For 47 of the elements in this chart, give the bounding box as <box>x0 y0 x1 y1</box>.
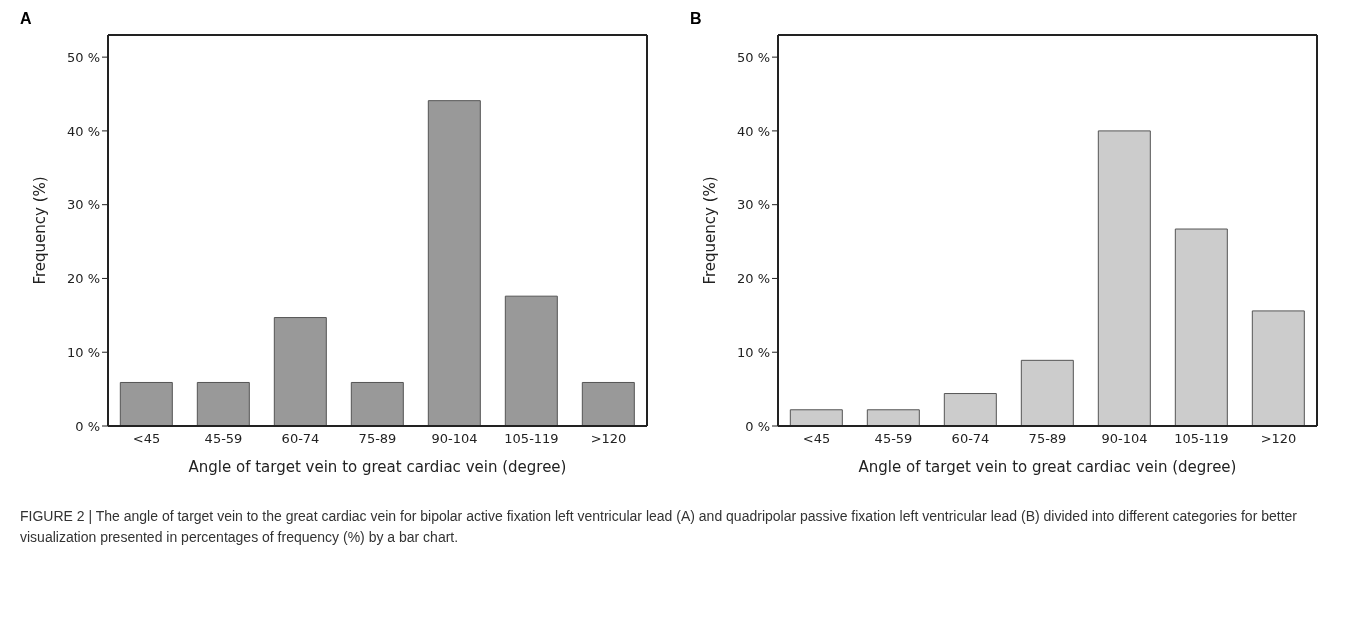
y-tick-label: 50 % <box>736 49 770 65</box>
x-tick-label: >120 <box>1260 431 1297 447</box>
bar <box>581 381 635 426</box>
bar <box>196 381 250 426</box>
x-tick-label: 105-119 <box>1174 431 1229 447</box>
bar <box>866 409 920 426</box>
caption: FIGURE 2 | The angle of target vein to the great cardiac vein for bipolar active fixation left ventricular lead (A) and quadripolar passive fixation left ventricular lead (B) divided into different categories for better visualization presented in percentages of frequency (%) by a bar chart. <box>19 507 1298 547</box>
y-axis-title: Frequency (%) <box>701 176 720 285</box>
bar <box>1097 130 1151 426</box>
y-axis-title: Frequency (%) <box>31 176 50 285</box>
x-tick-label: <45 <box>802 431 831 447</box>
y-tick-label: 40 % <box>66 123 100 139</box>
chart-title: A <box>20 10 32 28</box>
x-tick-label: 60-74 <box>951 431 990 447</box>
bar <box>350 381 404 426</box>
y-tick-label: 30 % <box>736 197 770 213</box>
bar <box>1251 310 1305 426</box>
y-tick-label: 20 % <box>736 271 770 287</box>
x-tick-label: 75-89 <box>1028 431 1067 447</box>
y-tick-label: 40 % <box>736 123 770 139</box>
y-tick-label: 10 % <box>66 344 100 360</box>
bar <box>504 295 558 426</box>
bar <box>119 381 173 426</box>
y-tick-label: 50 % <box>66 49 100 65</box>
y-tick-label: 0 % <box>75 418 100 434</box>
x-axis-title: Angle of target vein to great cardiac vein (degree) <box>188 458 567 476</box>
bar <box>273 317 327 426</box>
bar <box>1020 359 1074 426</box>
bar <box>789 409 843 426</box>
y-tick-label: 30 % <box>66 197 100 213</box>
bar <box>1174 228 1228 426</box>
y-tick-label: 0 % <box>745 418 770 434</box>
x-tick-label: 45-59 <box>874 431 913 447</box>
x-axis-title: Angle of target vein to great cardiac vein (degree) <box>858 458 1237 476</box>
y-tick-label: 10 % <box>736 344 770 360</box>
x-tick-label: 60-74 <box>281 431 320 447</box>
bar <box>943 393 997 426</box>
x-tick-label: >120 <box>590 431 627 447</box>
x-tick-label: <45 <box>132 431 161 447</box>
bar <box>427 100 481 426</box>
y-tick-label: 20 % <box>66 271 100 287</box>
x-tick-label: 105-119 <box>504 431 559 447</box>
x-tick-label: 90-104 <box>1101 431 1148 447</box>
x-tick-label: 75-89 <box>358 431 397 447</box>
chart-title: B <box>690 10 702 28</box>
x-tick-label: 90-104 <box>431 431 478 447</box>
x-tick-label: 45-59 <box>204 431 243 447</box>
